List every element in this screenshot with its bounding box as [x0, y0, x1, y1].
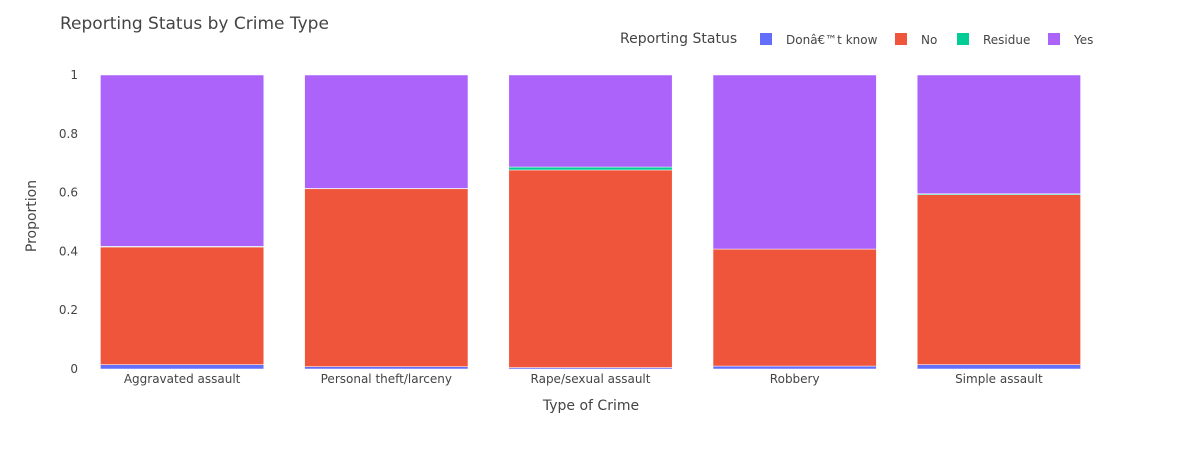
bar-segment[interactable]	[712, 74, 877, 250]
y-tick-label: 0.2	[59, 303, 78, 317]
x-tick-label: Rape/sexual assault	[531, 372, 651, 386]
legend: Reporting Status Donâ€™t know No Residue Ye…	[620, 31, 1093, 47]
legend-title: Reporting Status	[620, 31, 737, 47]
bar-segment[interactable]	[304, 188, 469, 367]
x-tick-label: Robbery	[770, 372, 820, 386]
legend-label[interactable]: No	[921, 33, 937, 47]
bar-segment[interactable]	[916, 74, 1081, 195]
bar-segment[interactable]	[508, 169, 673, 368]
bar-segment[interactable]	[508, 166, 673, 171]
bar-segment[interactable]	[100, 74, 265, 247]
legend-label[interactable]: Donâ€™t know	[786, 33, 878, 47]
legend-label[interactable]: Residue	[983, 33, 1030, 47]
bars	[100, 74, 1081, 370]
x-tick-label: Personal theft/larceny	[321, 372, 452, 386]
y-axis: 0 0.2 0.4 0.6 0.8 1	[59, 68, 78, 376]
bar-segment[interactable]	[916, 364, 1081, 370]
bar-segment[interactable]	[508, 74, 673, 168]
bar-segment[interactable]	[304, 366, 469, 370]
x-tick-label: Simple assault	[955, 372, 1043, 386]
y-tick-label: 0.4	[59, 244, 78, 258]
bar-segment[interactable]	[100, 364, 265, 370]
y-tick-label: 0	[70, 362, 78, 376]
legend-swatch[interactable]	[760, 33, 772, 45]
x-axis: Aggravated assault Personal theft/larceny…	[124, 372, 1043, 386]
y-axis-title: Proportion	[24, 180, 40, 252]
legend-label[interactable]: Yes	[1073, 33, 1093, 47]
y-tick-label: 1	[70, 68, 78, 82]
x-tick-label: Aggravated assault	[124, 372, 241, 386]
bar-segment[interactable]	[304, 74, 469, 189]
y-tick-label: 0.8	[59, 127, 78, 141]
x-axis-title: Type of Crime	[542, 398, 639, 414]
legend-swatch[interactable]	[1048, 33, 1060, 45]
bar-segment[interactable]	[100, 246, 265, 365]
chart-title: Reporting Status by Crime Type	[60, 14, 329, 34]
bar-segment[interactable]	[712, 365, 877, 370]
legend-swatch[interactable]	[895, 33, 907, 45]
bar-segment[interactable]	[916, 194, 1081, 365]
legend-swatch[interactable]	[957, 33, 969, 45]
bar-segment[interactable]	[712, 248, 877, 367]
y-tick-label: 0.6	[59, 186, 78, 200]
